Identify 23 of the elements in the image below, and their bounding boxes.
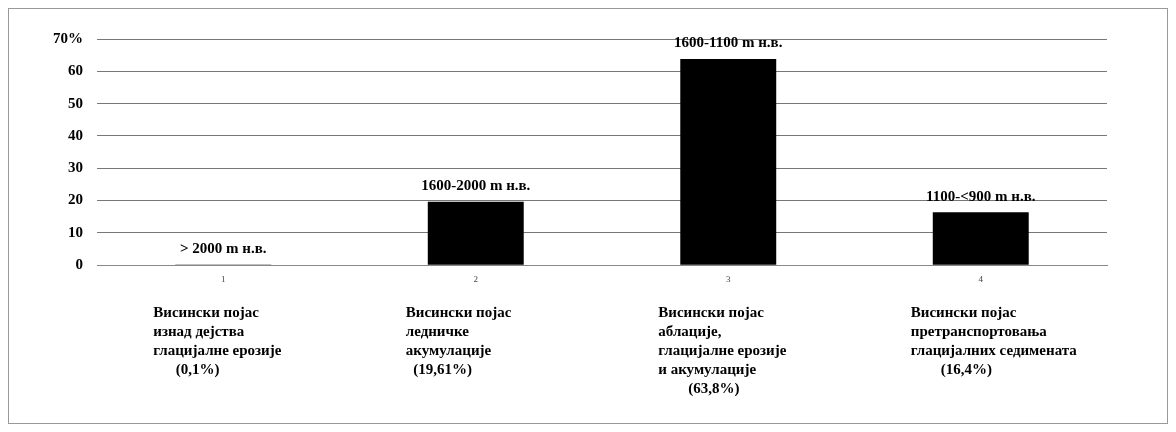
y-tick-label: 20 bbox=[68, 191, 83, 208]
data-label: 1600-2000 m н.в. bbox=[421, 177, 531, 194]
text: Висински појас аблације, глацијалне ерозије и акумулације (63,8%) bbox=[658, 303, 787, 397]
y-tick-label: 10 bbox=[68, 223, 83, 240]
data-label: > 2000 m н.в. bbox=[179, 240, 267, 257]
bar bbox=[427, 201, 524, 265]
x-tick-label: 1 bbox=[221, 273, 226, 284]
text: Висински појас изнад дејства глацијалне ерозије (0,1%) bbox=[153, 303, 282, 378]
data-label: 1100-<900 m н.в. bbox=[926, 187, 1036, 204]
data-label: 1600-1100 m н.в. bbox=[674, 34, 783, 51]
y-tick-label: 70% bbox=[53, 29, 83, 46]
x-tick-label: 2 bbox=[473, 273, 478, 284]
y-tick-label: 50 bbox=[68, 94, 83, 111]
text: Висински појас ледничке акумулације (19,61%) bbox=[405, 303, 512, 378]
bar bbox=[680, 59, 777, 265]
x-tick-label: 4 bbox=[978, 273, 984, 284]
y-tick-label: 60 bbox=[68, 62, 83, 79]
bar bbox=[932, 212, 1029, 265]
y-tick-label: 40 bbox=[68, 126, 83, 143]
text: Висински појас претранспортовања глацијалних седимената (16,4%) bbox=[910, 303, 1078, 378]
y-tick-label: 0 bbox=[75, 256, 83, 273]
x-tick-label: 3 bbox=[726, 273, 731, 284]
y-tick-label: 30 bbox=[68, 159, 83, 176]
